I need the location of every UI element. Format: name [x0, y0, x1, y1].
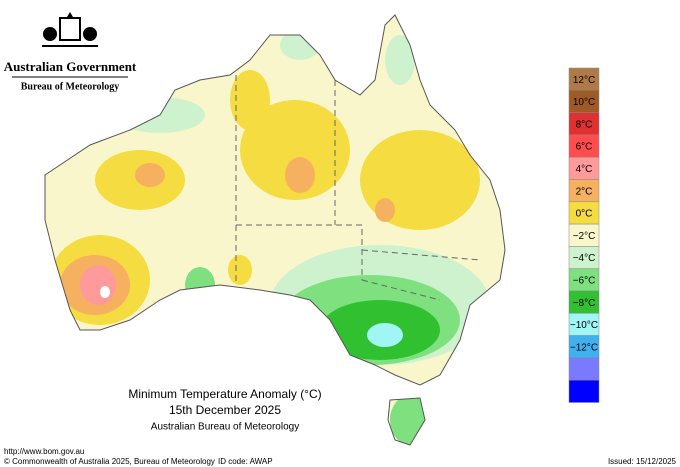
legend-swatch	[568, 379, 600, 403]
legend-label: −12°C	[570, 342, 598, 353]
legend-label: −2°C	[573, 231, 596, 242]
coastline	[44, 14, 506, 446]
legend-swatch	[568, 357, 600, 381]
crest	[42, 12, 98, 47]
legend: 12°C 10°C 8°C 6°C 4°C 2°C 0°C −2°C −4°C −6°C −8°C −…	[568, 67, 600, 403]
footer-copyright: © Commonwealth of Australia 2025, Bureau…	[4, 457, 215, 466]
state-borders	[235, 75, 481, 301]
legend-label: 10°C	[573, 97, 595, 108]
legend-label: −10°C	[570, 320, 598, 331]
legend-label: 2°C	[576, 186, 593, 197]
legend-label: 8°C	[576, 119, 593, 130]
legend-label: 12°C	[573, 75, 595, 86]
legend-label: −8°C	[573, 298, 596, 309]
legend-label: 6°C	[576, 142, 593, 153]
map-date: 15th December 2025	[169, 403, 281, 417]
legend-label: 4°C	[576, 164, 593, 175]
map-title: Minimum Temperature Anomaly (°C)	[128, 387, 321, 401]
footer-issued: Issued: 15/12/2025	[608, 457, 677, 466]
map-source: Australian Bureau of Meteorology	[151, 422, 299, 433]
footer-id: ID code: AWAP	[218, 457, 273, 466]
agency-name: Bureau of Meteorology	[21, 81, 120, 92]
legend-label: 0°C	[576, 209, 593, 220]
legend-label: −6°C	[573, 275, 596, 286]
gov-name: Australian Government	[4, 59, 137, 74]
legend-label: −4°C	[573, 253, 596, 264]
footer-url: http://www.bom.gov.au	[4, 447, 84, 456]
